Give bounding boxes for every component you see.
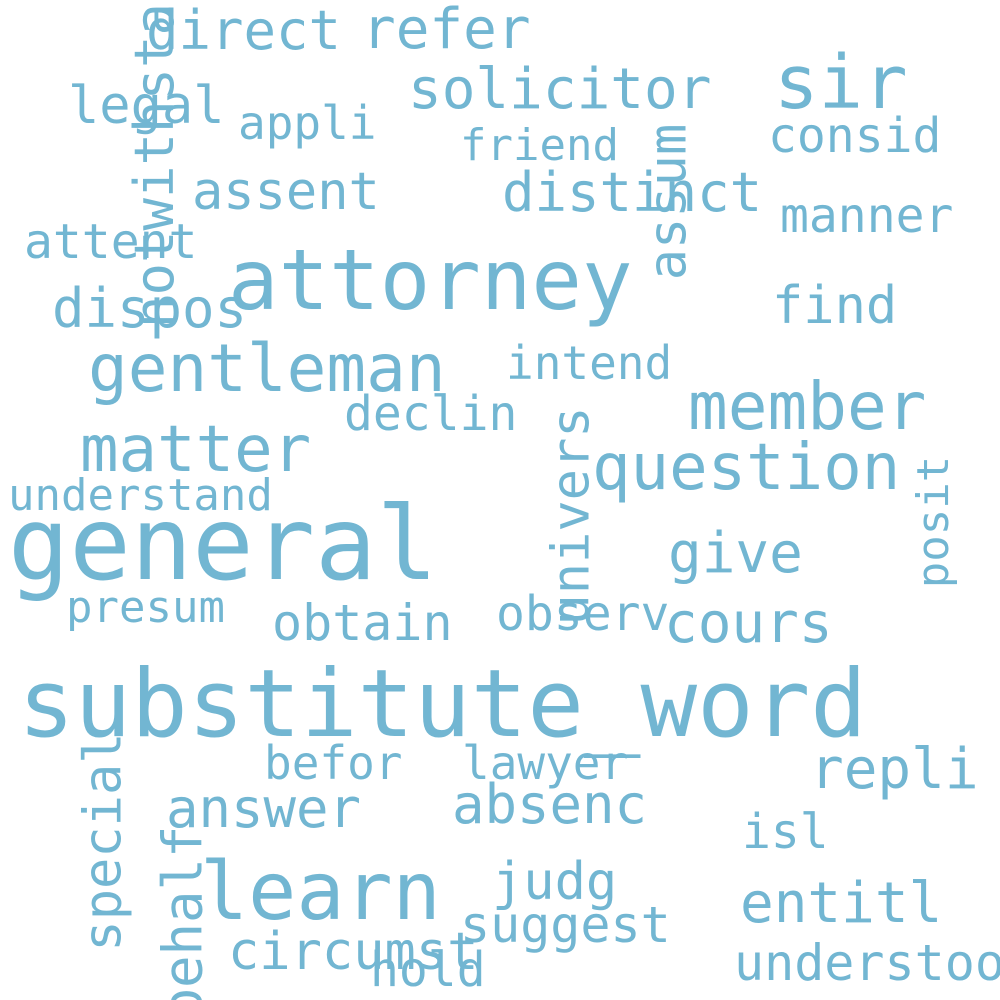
word-hold: circumst [228,922,479,982]
word-intend: find [772,276,898,336]
word-absenc: lawyer [462,736,629,790]
word-univers: give [668,521,803,586]
word-posit: repli [810,737,979,802]
word-isl: answer [166,777,362,840]
word-notwithstand: understand [8,470,273,521]
word-declin: intend [506,336,673,390]
word-learn: learn [200,845,441,938]
word-answer: absenc [452,773,648,836]
word-assent: friend [460,120,619,171]
word-lawyer: befor [264,736,403,790]
word-distinct: assent [192,162,380,222]
word-cours: observ [496,586,670,642]
word-member: member [688,368,927,445]
word-understand: declin [344,386,518,442]
word-find: dispos [52,277,248,340]
word-repli: cours [664,591,833,656]
word-solicitor: assum [638,123,699,281]
word-question: question [592,431,901,505]
word-gentleman: gentleman [88,330,446,407]
word-special: isl [742,804,829,860]
word-observ: obtain [272,594,453,652]
word-give: univers [541,406,602,626]
word-assum: appli [238,96,377,150]
word-consid: distinct [502,161,763,224]
word-direct: refer [362,0,531,62]
word-general: general [8,485,438,604]
word-suggest: entitl [740,871,943,936]
word-matter: matter [80,413,312,487]
word-judg: behalf [151,825,215,1000]
word-befor: special [73,732,134,952]
word-attorney: attorney [228,231,633,329]
word-behalf: understood [734,934,1000,992]
word-presum: posit [908,455,960,589]
word-circumst: suggest [460,896,671,954]
word-legal: solicitor [408,57,712,122]
word-friend: notwithstand [123,0,187,329]
word-dispos: attent [24,214,198,270]
word-attent: manner [780,188,954,244]
word-obtain: presum [66,582,225,633]
word-sir: sir [774,40,908,126]
word-substitute-word: substitute_word [18,650,867,759]
word-appli: direct [146,0,342,62]
word-manner: consid [768,108,942,164]
word-refer: legal [68,76,225,136]
word-entitl: judg [492,852,618,912]
word-understood: hold [370,942,486,998]
